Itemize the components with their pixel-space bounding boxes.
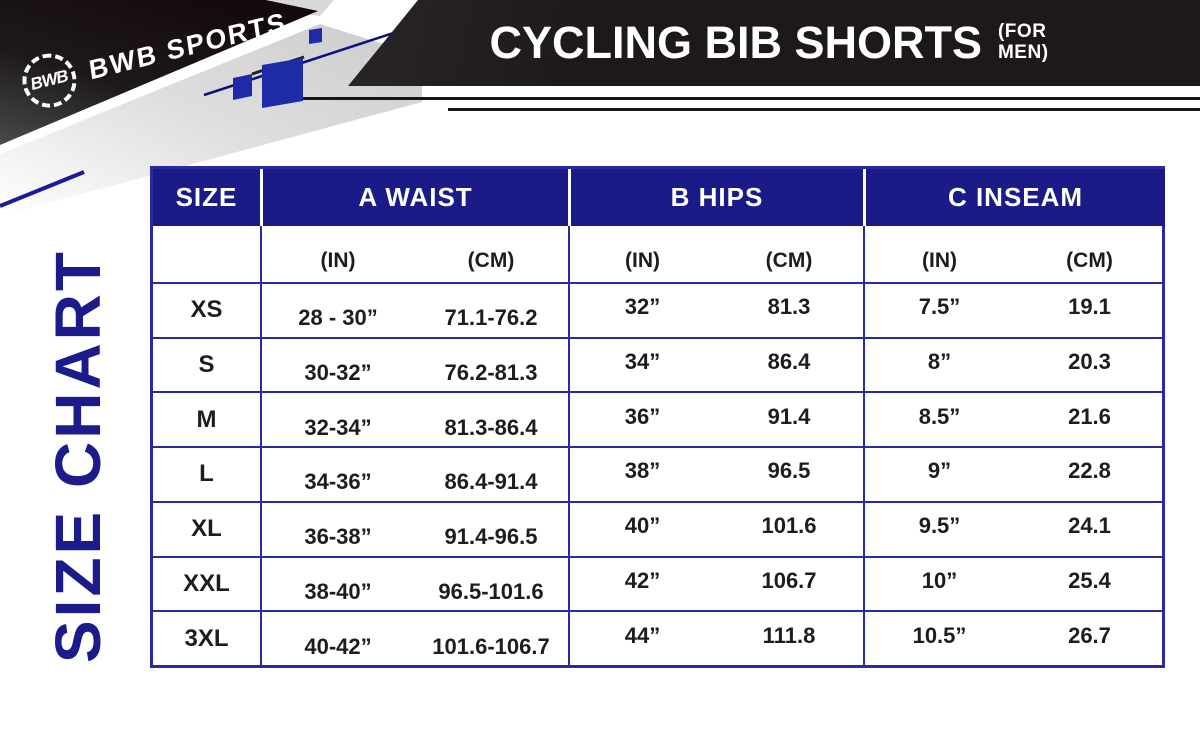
hips-cm-value: 111.8 [715, 610, 863, 665]
side-label-size-chart: SIZE CHART [42, 249, 114, 663]
size-label: S [153, 336, 260, 392]
inseam-cm-value: 24.1 [1014, 500, 1165, 556]
waist-in-value: 28 - 30” [260, 282, 414, 337]
title-suffix-line1: (FOR [997, 21, 1047, 43]
blue-square-tiny [309, 28, 322, 44]
waist-cm-value: 81.3-86.4 [414, 391, 568, 446]
size-label: M [153, 391, 260, 446]
title-underline-1 [303, 97, 1200, 100]
blue-square-small [233, 74, 252, 100]
page-title: CYCLING BIB SHORTS [489, 17, 982, 68]
title-underline-2 [448, 108, 1200, 111]
corner-banner [0, 0, 318, 145]
brand-monogram: BWB [30, 65, 69, 95]
unit-hips-cm: (CM) [765, 249, 813, 272]
size-label: 3XL [153, 610, 260, 665]
title-suffix-line2: MEN) [997, 42, 1049, 63]
unit-inseam-in: (IN) [863, 226, 1014, 282]
waist-in-value: 34-36” [260, 446, 414, 501]
diagonal-line-bottom-left [0, 170, 85, 208]
waist-cm-value: 86.4-91.4 [414, 446, 568, 501]
size-label: L [153, 446, 260, 501]
hips-cm-value: 106.7 [715, 555, 863, 611]
waist-cm-value: 71.1-76.2 [414, 282, 568, 337]
size-label: XXL [153, 555, 260, 611]
column-header-waist: A WAIST [260, 169, 568, 226]
inseam-in-value: 8” [863, 336, 1014, 392]
column-header-hips: B HIPS [568, 169, 863, 226]
hips-cm-value: 81.3 [715, 282, 863, 337]
inseam-cm-value: 20.3 [1014, 336, 1165, 392]
waist-cm-value: 91.4-96.5 [414, 500, 568, 556]
inseam-in-value: 9” [863, 446, 1014, 501]
hips-cm-value: 91.4 [715, 391, 863, 446]
waist-in-value: 38-40” [260, 555, 414, 611]
hips-in-value: 38” [568, 446, 715, 501]
inseam-cm-value: 22.8 [1014, 446, 1165, 501]
unit-cell-empty [153, 226, 260, 282]
waist-in-value: 30-32” [260, 336, 414, 392]
waist-cm-value: 76.2-81.3 [414, 336, 568, 392]
unit-waist-in: (IN) [260, 226, 414, 282]
waist-in-value: 40-42” [260, 610, 414, 665]
page-title-suffix: (FOR MEN) [997, 21, 1049, 64]
gray-stripe [0, 24, 422, 216]
inseam-in-value: 7.5” [863, 282, 1014, 337]
size-label: XS [153, 282, 260, 337]
column-header-inseam: C INSEAM [863, 169, 1165, 226]
waist-cm-value: 96.5-101.6 [414, 555, 568, 611]
unit-hips-in: (IN) [568, 226, 715, 282]
inseam-in-value: 10.5” [863, 610, 1014, 665]
waist-in-value: 36-38” [260, 500, 414, 556]
inseam-cm-value: 19.1 [1014, 282, 1165, 337]
hips-cm-value: 96.5 [715, 446, 863, 501]
hips-in-value: 36” [568, 391, 715, 447]
waist-in-value: 32-34” [260, 391, 414, 447]
inseam-in-value: 8.5” [863, 391, 1014, 447]
size-table: SIZE A WAIST B HIPS C INSEAM (IN) (CM) (… [150, 166, 1165, 668]
unit-inseam-cm: (CM) [1066, 249, 1113, 272]
brand-logo-circle-icon: BWB [16, 47, 83, 114]
inseam-cm-value: 25.4 [1014, 555, 1165, 611]
size-label: XL [153, 500, 260, 556]
hips-in-value: 40” [568, 500, 715, 556]
hips-in-value: 32” [568, 282, 715, 337]
hips-cm-value: 101.6 [715, 500, 863, 556]
blue-square-large [262, 58, 303, 108]
title-banner: CYCLING BIB SHORTS (FOR MEN) [348, 0, 1200, 86]
hips-in-value: 42” [568, 555, 715, 611]
column-header-size: SIZE [153, 169, 260, 226]
inseam-in-value: 10” [863, 555, 1014, 611]
hips-in-value: 44” [568, 610, 715, 665]
waist-cm-value: 101.6-106.7 [414, 610, 568, 665]
hips-cm-value: 86.4 [715, 336, 863, 392]
inseam-cm-value: 26.7 [1014, 610, 1165, 665]
unit-waist-cm: (CM) [467, 249, 515, 272]
inseam-in-value: 9.5” [863, 500, 1014, 556]
hips-in-value: 34” [568, 336, 715, 392]
inseam-cm-value: 21.6 [1014, 391, 1165, 446]
